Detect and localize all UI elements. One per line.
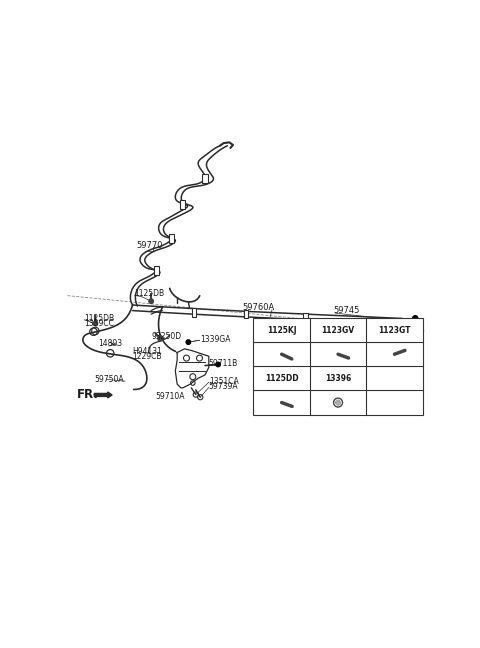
Bar — [253, 318, 423, 415]
Text: 59760A: 59760A — [242, 303, 275, 312]
Circle shape — [93, 321, 97, 326]
Circle shape — [149, 299, 154, 303]
Text: 1125KJ: 1125KJ — [267, 325, 297, 334]
FancyArrow shape — [94, 392, 112, 398]
Text: 59711B: 59711B — [209, 359, 238, 368]
Bar — [192, 308, 196, 316]
Polygon shape — [175, 349, 209, 388]
Bar — [244, 310, 248, 318]
Text: 59770: 59770 — [136, 241, 163, 250]
Circle shape — [158, 336, 163, 341]
Circle shape — [392, 352, 397, 357]
Text: 1339GA: 1339GA — [201, 334, 231, 343]
Text: 93250D: 93250D — [151, 332, 181, 341]
Text: 59750A: 59750A — [94, 375, 124, 384]
Circle shape — [216, 362, 220, 367]
Text: FR.: FR. — [77, 388, 99, 402]
Text: 1351CA: 1351CA — [209, 376, 239, 386]
Bar — [203, 174, 208, 183]
Text: 1339CC: 1339CC — [84, 319, 114, 328]
Bar — [303, 312, 308, 321]
Circle shape — [336, 352, 341, 357]
Text: 1229CB: 1229CB — [132, 352, 162, 361]
Text: 59745: 59745 — [334, 306, 360, 315]
Bar — [154, 266, 159, 275]
Bar — [180, 200, 185, 209]
Circle shape — [336, 400, 340, 405]
Circle shape — [186, 340, 191, 344]
Text: 1123GT: 1123GT — [378, 325, 411, 334]
Text: 1123GV: 1123GV — [322, 325, 355, 334]
Circle shape — [279, 400, 284, 405]
Text: 1125DD: 1125DD — [265, 374, 299, 383]
Circle shape — [413, 316, 418, 321]
Text: 1125DB: 1125DB — [84, 314, 114, 323]
Text: 13396: 13396 — [325, 374, 351, 383]
Text: 14893: 14893 — [98, 339, 122, 348]
Text: 1125DB: 1125DB — [134, 289, 165, 298]
Bar — [169, 234, 174, 244]
Text: 59710A: 59710A — [155, 391, 184, 400]
Text: H94131: H94131 — [132, 347, 162, 356]
Circle shape — [279, 352, 284, 357]
Text: 59739A: 59739A — [209, 382, 239, 391]
